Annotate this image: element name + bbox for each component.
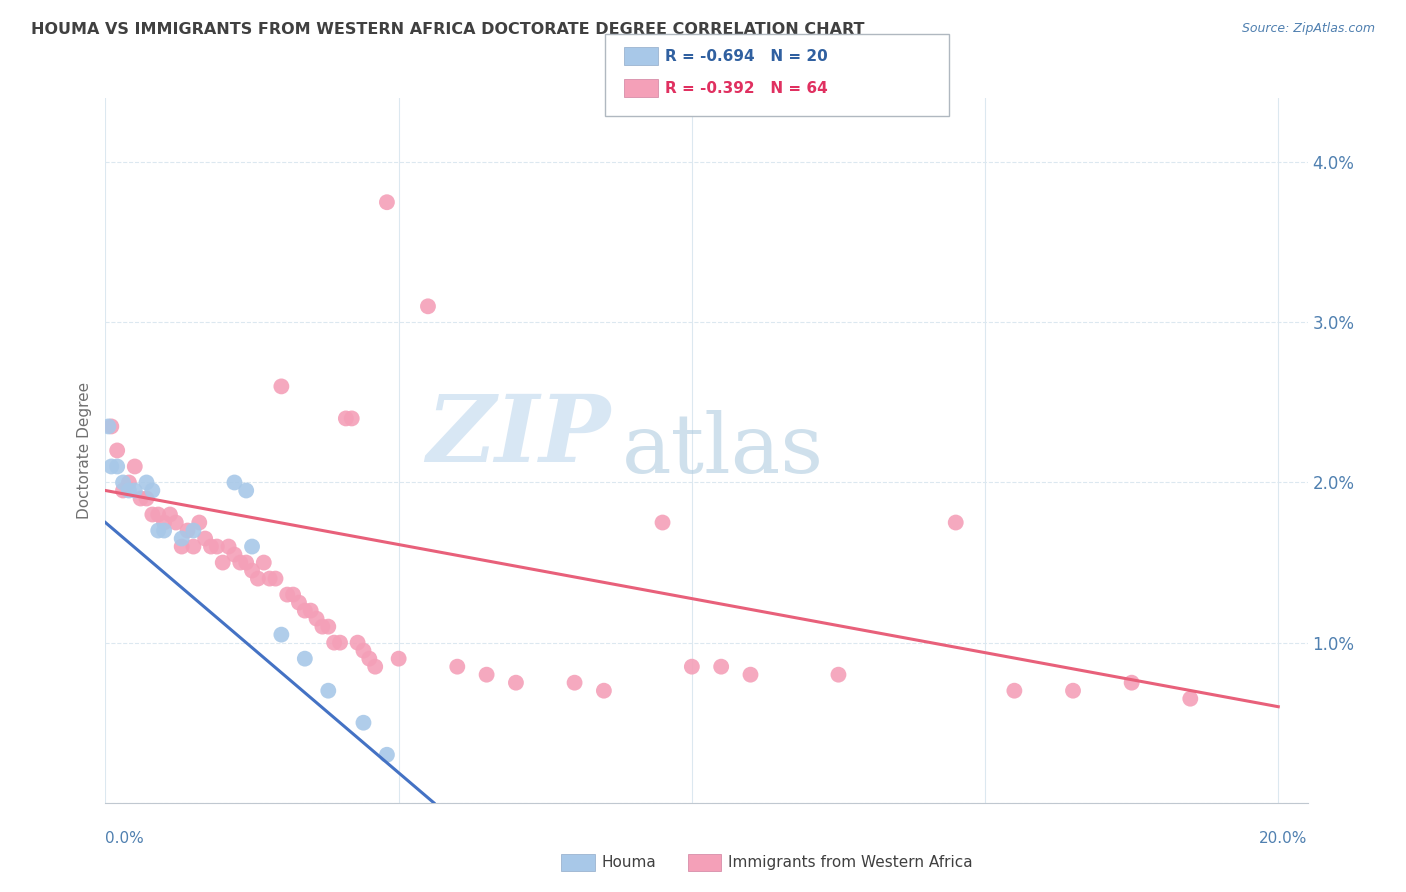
Point	[135, 491, 157, 506]
Point	[475, 667, 498, 681]
Point	[153, 524, 176, 538]
Point	[340, 411, 363, 425]
Point	[211, 556, 233, 570]
Point	[281, 588, 304, 602]
Point	[235, 483, 257, 498]
Point	[651, 516, 673, 530]
Text: ZIP: ZIP	[426, 392, 610, 482]
Point	[416, 299, 439, 313]
Point	[311, 619, 333, 633]
Point	[148, 524, 170, 538]
Point	[170, 540, 193, 554]
Point	[446, 659, 468, 673]
Point	[564, 675, 586, 690]
Point	[141, 483, 163, 498]
Point	[329, 635, 352, 649]
Point	[316, 619, 339, 633]
Point	[316, 683, 339, 698]
Point	[188, 516, 211, 530]
Point	[218, 540, 240, 554]
Point	[112, 475, 135, 490]
Point	[124, 483, 146, 498]
Point	[229, 556, 252, 570]
Point	[135, 475, 157, 490]
Point	[335, 411, 357, 425]
Point	[1121, 675, 1143, 690]
Point	[353, 643, 375, 657]
Point	[264, 572, 287, 586]
Point	[100, 459, 122, 474]
Point	[200, 540, 222, 554]
Point	[253, 556, 276, 570]
Point	[159, 508, 181, 522]
Point	[270, 627, 292, 641]
Point	[105, 443, 128, 458]
Point	[97, 419, 120, 434]
Point	[118, 483, 141, 498]
Point	[375, 747, 398, 762]
Point	[148, 508, 170, 522]
Point	[240, 540, 263, 554]
Point	[346, 635, 368, 649]
Text: atlas: atlas	[623, 410, 824, 491]
Point	[183, 540, 205, 554]
Point	[593, 683, 616, 698]
Point	[710, 659, 733, 673]
Text: Source: ZipAtlas.com: Source: ZipAtlas.com	[1241, 22, 1375, 36]
Text: HOUMA VS IMMIGRANTS FROM WESTERN AFRICA DOCTORATE DEGREE CORRELATION CHART: HOUMA VS IMMIGRANTS FROM WESTERN AFRICA …	[31, 22, 865, 37]
Text: 0.0%: 0.0%	[105, 831, 145, 847]
Point	[375, 195, 398, 210]
Point	[129, 491, 152, 506]
Point	[124, 459, 146, 474]
Point	[323, 635, 346, 649]
Point	[183, 524, 205, 538]
Point	[165, 516, 187, 530]
Point	[100, 419, 122, 434]
Point	[1002, 683, 1025, 698]
Point	[105, 459, 128, 474]
Point	[359, 651, 381, 665]
Text: Immigrants from Western Africa: Immigrants from Western Africa	[728, 855, 973, 870]
Text: R = -0.392   N = 64: R = -0.392 N = 64	[665, 81, 828, 95]
Point	[681, 659, 703, 673]
Point	[945, 516, 967, 530]
Point	[112, 483, 135, 498]
Point	[276, 588, 298, 602]
Point	[288, 596, 311, 610]
Point	[364, 659, 387, 673]
Point	[305, 612, 328, 626]
Point	[194, 532, 217, 546]
Point	[176, 524, 198, 538]
Point	[1180, 691, 1202, 706]
Point	[259, 572, 281, 586]
Point	[294, 604, 316, 618]
Text: R = -0.694   N = 20: R = -0.694 N = 20	[665, 49, 828, 63]
Point	[270, 379, 292, 393]
Point	[153, 516, 176, 530]
Y-axis label: Doctorate Degree: Doctorate Degree	[77, 382, 93, 519]
Point	[388, 651, 411, 665]
Point	[235, 556, 257, 570]
Point	[170, 532, 193, 546]
Point	[740, 667, 762, 681]
Point	[205, 540, 228, 554]
Point	[224, 475, 246, 490]
Point	[353, 715, 375, 730]
Point	[505, 675, 527, 690]
Point	[224, 548, 246, 562]
Point	[240, 564, 263, 578]
Point	[827, 667, 849, 681]
Text: Houma: Houma	[602, 855, 657, 870]
Point	[118, 475, 141, 490]
Point	[246, 572, 269, 586]
Point	[299, 604, 322, 618]
Point	[294, 651, 316, 665]
Text: 20.0%: 20.0%	[1260, 831, 1308, 847]
Point	[141, 508, 163, 522]
Point	[1062, 683, 1084, 698]
